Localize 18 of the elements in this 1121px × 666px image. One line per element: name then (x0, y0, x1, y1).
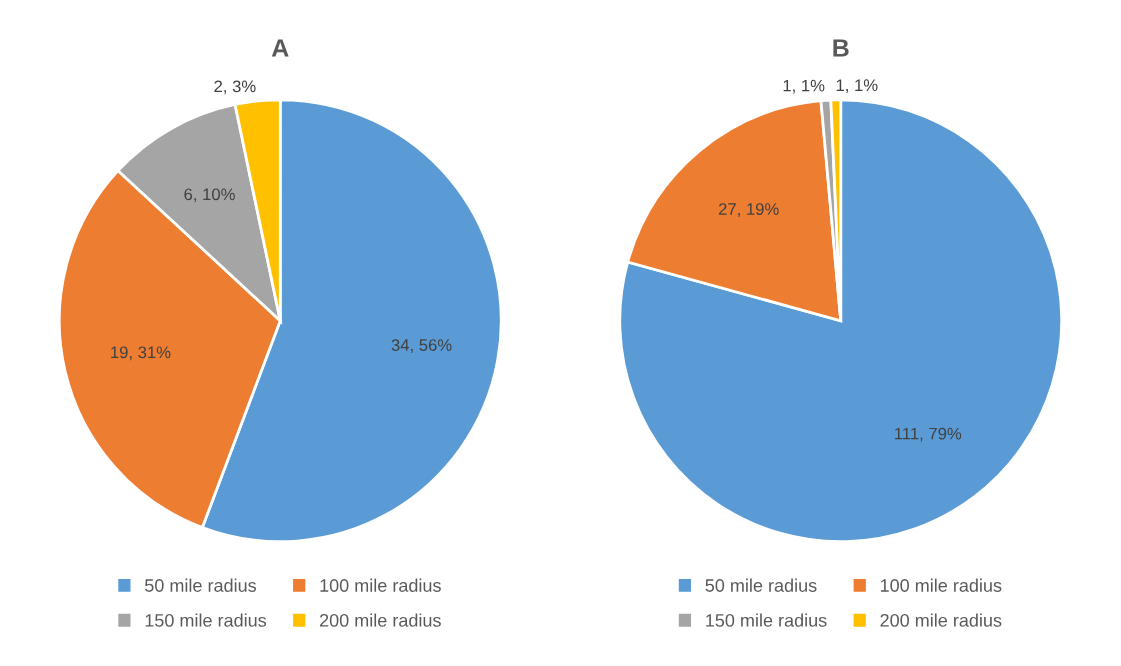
legend-label: 100 mile radius (880, 578, 1002, 592)
legend-label: 50 mile radius (145, 578, 257, 592)
legend-label: 200 mile radius (319, 613, 441, 627)
data-label: 19, 31% (111, 346, 171, 361)
data-label: 2, 3% (214, 80, 256, 95)
data-label: 34, 56% (391, 339, 452, 353)
data-label: 111, 79% (895, 427, 962, 442)
legend-label: 200 mile radius (880, 613, 1002, 627)
data-label: 27, 19% (718, 203, 779, 217)
legend-label: 150 mile radius (706, 613, 827, 627)
data-label: 1, 1% (783, 79, 825, 94)
legend-label: 150 mile radius (145, 613, 267, 627)
data-label: 1, 1% (836, 79, 878, 94)
chart-title: B (833, 39, 849, 57)
legend-label: 100 mile radius (320, 578, 441, 592)
data-label: 6, 10% (184, 188, 235, 203)
legend-label: 50 mile radius (705, 578, 817, 592)
chart-title: A (271, 39, 289, 57)
